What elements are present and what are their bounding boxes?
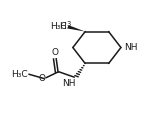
- Text: H₃C: H₃C: [11, 70, 27, 79]
- Text: O: O: [52, 48, 59, 57]
- Text: H: H: [59, 22, 66, 31]
- Text: H₃C: H₃C: [50, 22, 67, 31]
- Text: 3: 3: [66, 21, 70, 27]
- Text: NH: NH: [62, 79, 75, 87]
- Text: NH: NH: [125, 43, 138, 52]
- Text: O: O: [38, 74, 45, 83]
- Polygon shape: [67, 25, 85, 32]
